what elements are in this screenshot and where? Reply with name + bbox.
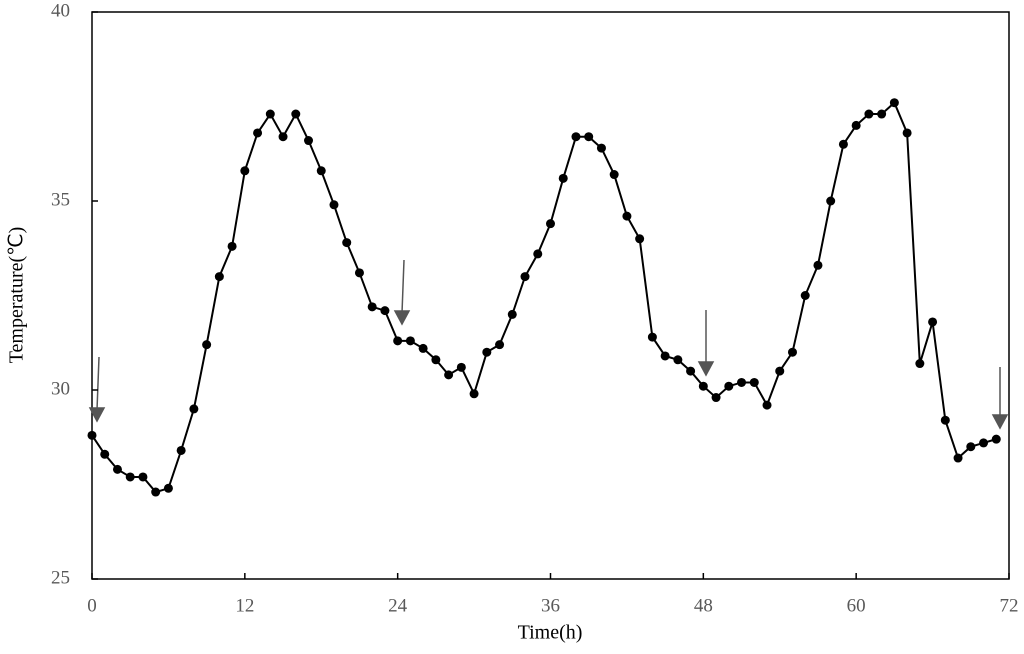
data-point [940,415,950,425]
data-point [877,109,887,119]
data-point [813,260,823,270]
data-point [928,317,938,327]
data-point [189,404,199,414]
plot-frame [91,11,1010,580]
data-point [864,109,874,119]
data-point [380,306,390,316]
y-tick-label: 40 [51,0,70,21]
data-point [686,366,696,376]
data-point [647,332,657,342]
data-point [966,442,976,452]
arrow-head [697,361,715,377]
data-point [87,430,97,440]
data-point [571,132,581,142]
arrow-head [88,407,106,423]
data-point [889,98,899,108]
data-point [418,343,428,353]
data-point [291,109,301,119]
data-point [431,355,441,365]
data-point [584,132,594,142]
data-point [240,166,250,176]
data-point [533,249,543,259]
data-point [227,241,237,251]
y-tick-label: 25 [51,567,70,588]
data-point [775,366,785,376]
arrow-head [991,414,1009,430]
data-point [342,238,352,248]
data-point [495,340,505,350]
data-point [316,166,326,176]
data-point [851,120,861,130]
data-point [125,472,135,482]
data-point [762,400,772,410]
x-tick-label: 24 [388,595,408,616]
data-point [304,136,314,146]
data-point [749,377,759,387]
data-point [800,291,810,300]
data-point [329,200,339,210]
data-point [737,377,747,387]
x-tick-label: 12 [235,595,254,616]
data-point [711,393,721,403]
data-point [202,340,212,350]
data-point [151,487,161,497]
data-point [635,234,645,244]
data-point [444,370,454,380]
y-tick-label: 30 [51,378,70,399]
data-point [214,272,224,282]
x-tick-label: 72 [1000,595,1019,616]
data-point [393,336,403,346]
data-point [469,389,479,399]
data-point [354,268,364,278]
data-point [367,302,377,312]
data-point [546,219,555,229]
data-point [953,453,963,463]
data-point [278,132,288,142]
data-point [265,109,275,119]
data-point [558,173,568,183]
annotation-arrows [88,259,1009,430]
arrow [96,356,100,411]
data-point [698,381,708,391]
data-point [724,381,734,391]
data-point [253,128,263,138]
x-axis-label: Time(h) [518,622,583,644]
data-point [163,483,173,493]
y-tick-label: 35 [51,189,70,210]
data-point [660,351,670,361]
data-point [112,464,122,474]
x-tick-label: 0 [87,595,97,616]
data-point [673,355,683,365]
data-point [838,139,848,149]
data-point [482,347,492,357]
x-tick-label: 60 [847,595,866,616]
data-point [456,362,466,372]
data-point [176,445,186,455]
data-line [91,101,997,494]
x-tick-label: 48 [694,595,713,616]
data-point [787,347,797,357]
data-point [991,434,1001,444]
data-point [405,336,415,346]
data-point [979,438,989,448]
arrow-head [393,310,411,326]
y-axis-label: Temperature(℃) [6,227,28,364]
data-point [915,359,925,369]
data-point [100,449,110,459]
data-point [622,211,632,221]
data-point [596,143,606,153]
data-point [902,128,912,138]
data-point [138,472,148,482]
data-point [609,170,619,180]
data-point [520,272,530,282]
data-point [507,309,517,319]
data-point [826,196,836,206]
x-tick-label: 36 [541,595,560,616]
arrow [401,259,405,314]
